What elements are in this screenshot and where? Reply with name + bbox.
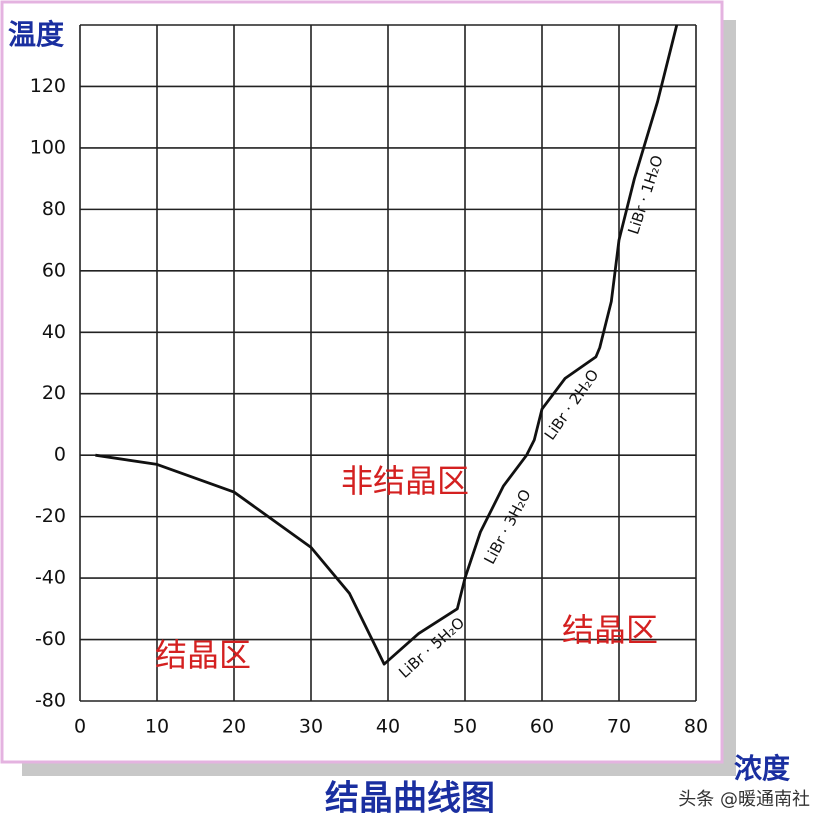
- y-tick-label: -40: [35, 567, 66, 589]
- x-tick-label: 50: [453, 716, 477, 738]
- x-tick-label: 80: [684, 716, 708, 738]
- y-tick-label: 80: [42, 198, 66, 220]
- x-tick-label: 40: [376, 716, 400, 738]
- y-tick-label: -80: [35, 690, 66, 712]
- y-tick-label: -20: [35, 505, 66, 527]
- x-tick-label: 70: [607, 716, 631, 738]
- x-tick-label: 0: [74, 716, 86, 738]
- y-tick-label: 120: [30, 75, 66, 97]
- y-tick-label: 60: [42, 259, 66, 281]
- chart-title: 结晶曲线图: [325, 779, 495, 819]
- x-axis-label: 浓度: [734, 752, 790, 785]
- region-label: 非结晶区: [341, 462, 469, 500]
- frame-shadow: [22, 762, 736, 776]
- y-tick-label: 0: [54, 444, 66, 466]
- curve: [95, 24, 679, 666]
- x-tick-label: 10: [145, 716, 169, 738]
- region-label: 结晶区: [562, 611, 658, 649]
- frame-shadow: [722, 20, 736, 776]
- y-axis-label: 温度: [8, 18, 64, 51]
- y-tick-label: 40: [42, 321, 66, 343]
- y-tick-label: 100: [30, 136, 66, 158]
- region-label: 结晶区: [155, 636, 251, 674]
- x-tick-label: 20: [222, 716, 246, 738]
- frame: [0, 0, 724, 764]
- y-tick-label: 20: [42, 382, 66, 404]
- x-tick-label: 60: [530, 716, 554, 738]
- y-tick-label: -60: [35, 628, 66, 650]
- watermark: 头条 @暖通南社: [678, 789, 810, 810]
- x-tick-label: 30: [299, 716, 323, 738]
